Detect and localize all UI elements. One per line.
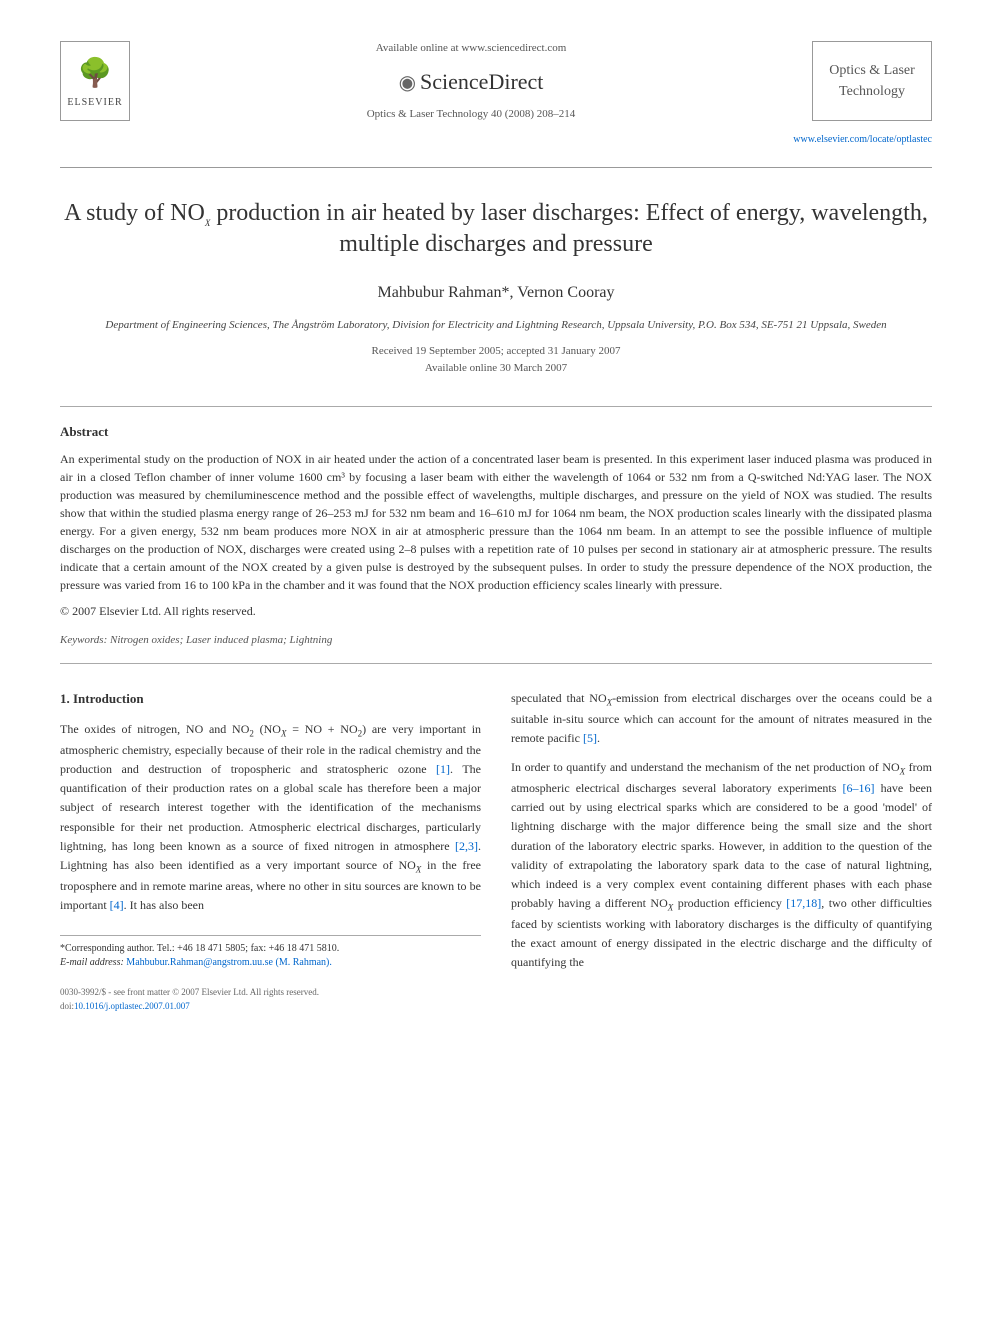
affiliation: Department of Engineering Sciences, The …	[60, 317, 932, 334]
abstract-heading: Abstract	[60, 422, 932, 442]
sd-swoosh-icon: ◉	[399, 72, 416, 94]
cite-5[interactable]: [5]	[583, 731, 597, 745]
journal-name: Optics & Laser Technology	[823, 60, 921, 102]
cite-17-18[interactable]: [17,18]	[786, 896, 821, 910]
footnote: *Corresponding author. Tel.: +46 18 471 …	[60, 935, 481, 970]
abstract-bottom-divider	[60, 663, 932, 664]
dates: Received 19 September 2005; accepted 31 …	[60, 343, 932, 376]
article-title: A study of NOX production in air heated …	[60, 198, 932, 261]
keywords-label: Keywords:	[60, 634, 107, 646]
corresponding-author: *Corresponding author. Tel.: +46 18 471 …	[60, 942, 481, 956]
received-date: Received 19 September 2005; accepted 31 …	[60, 343, 932, 360]
abstract-text: An experimental study on the production …	[60, 450, 932, 594]
keywords: Keywords: Nitrogen oxides; Laser induced…	[60, 632, 932, 649]
header-row: 🌳 ELSEVIER Available online at www.scien…	[60, 40, 932, 122]
copyright: © 2007 Elsevier Ltd. All rights reserved…	[60, 602, 932, 620]
abstract-top-divider	[60, 406, 932, 407]
authors: Mahbubur Rahman*, Vernon Cooray	[60, 281, 932, 305]
doi-value[interactable]: 10.1016/j.optlastec.2007.01.007	[74, 1001, 190, 1011]
left-column: 1. Introduction The oxides of nitrogen, …	[60, 689, 481, 1014]
keywords-text: Nitrogen oxides; Laser induced plasma; L…	[110, 634, 332, 646]
elsevier-tree-icon: 🌳	[78, 53, 113, 95]
body-columns: 1. Introduction The oxides of nitrogen, …	[60, 689, 932, 1014]
journal-box: Optics & Laser Technology	[812, 41, 932, 121]
issn-line: 0030-3992/$ - see front matter © 2007 El…	[60, 985, 481, 999]
cite-6-16[interactable]: [6–16]	[843, 781, 875, 795]
online-date: Available online 30 March 2007	[60, 360, 932, 377]
elsevier-label: ELSEVIER	[67, 95, 122, 110]
intro-para-2: speculated that NOX-emission from electr…	[511, 689, 932, 748]
journal-reference: Optics & Laser Technology 40 (2008) 208–…	[130, 106, 812, 123]
doi-label: doi:	[60, 1001, 74, 1011]
header-divider	[60, 167, 932, 168]
email-label: E-mail address:	[60, 957, 124, 968]
sciencedirect-logo: ◉ScienceDirect	[130, 65, 812, 98]
intro-para-1: The oxides of nitrogen, NO and NO2 (NOX …	[60, 720, 481, 915]
cite-2-3[interactable]: [2,3]	[455, 839, 478, 853]
cite-1[interactable]: [1]	[436, 762, 450, 776]
footer-info: 0030-3992/$ - see front matter © 2007 El…	[60, 985, 481, 1014]
intro-para-3: In order to quantify and understand the …	[511, 758, 932, 972]
journal-link[interactable]: www.elsevier.com/locate/optlastec	[60, 132, 932, 147]
cite-4[interactable]: [4]	[110, 898, 124, 912]
sciencedirect-text: ScienceDirect	[420, 69, 543, 94]
elsevier-logo: 🌳 ELSEVIER	[60, 41, 130, 121]
email-address[interactable]: Mahbubur.Rahman@angstrom.uu.se (M. Rahma…	[126, 957, 332, 968]
center-header: Available online at www.sciencedirect.co…	[130, 40, 812, 122]
doi-line: doi:10.1016/j.optlastec.2007.01.007	[60, 999, 481, 1013]
intro-heading: 1. Introduction	[60, 689, 481, 710]
email-line: E-mail address: Mahbubur.Rahman@angstrom…	[60, 956, 481, 970]
right-column: speculated that NOX-emission from electr…	[511, 689, 932, 1014]
available-online-text: Available online at www.sciencedirect.co…	[130, 40, 812, 57]
